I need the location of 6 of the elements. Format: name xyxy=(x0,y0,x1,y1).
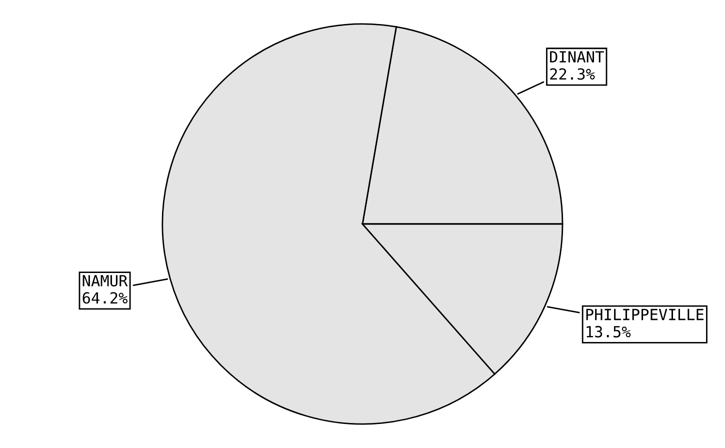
slice-label: DINANT xyxy=(550,51,604,62)
data-label: 22.3% xyxy=(550,68,595,80)
slice-label: PHILIPPEVILLE xyxy=(586,308,704,320)
slice-label: NAMUR xyxy=(82,275,128,286)
data-label: 64.2% xyxy=(82,292,128,304)
data-label: 13.5% xyxy=(586,326,631,338)
